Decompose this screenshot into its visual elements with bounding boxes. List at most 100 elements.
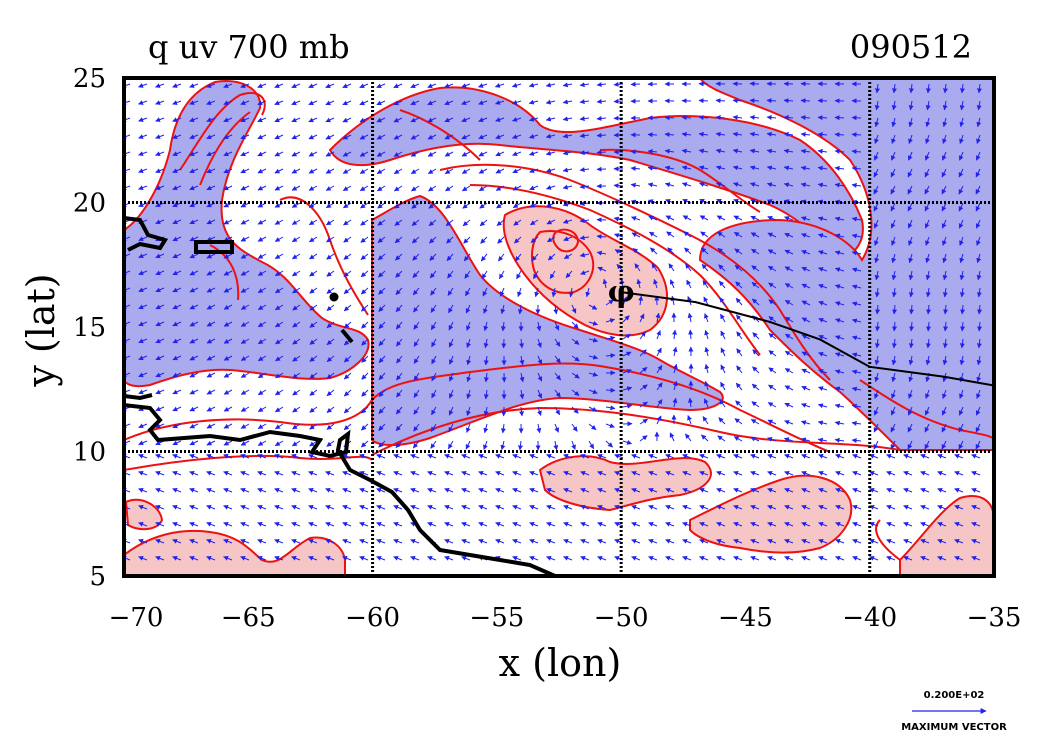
wind-vector (257, 185, 267, 191)
wind-vector (359, 539, 369, 544)
wind-vector (308, 134, 318, 140)
wind-vector (495, 522, 505, 527)
wind-vector (240, 270, 250, 276)
wind-vector (605, 299, 614, 306)
wind-vector (639, 313, 645, 323)
wind-vector (647, 149, 658, 154)
wind-vector (376, 505, 386, 510)
wind-vector (240, 522, 250, 527)
wind-vector (465, 287, 471, 297)
wind-vector (206, 406, 216, 412)
wind-vector (461, 134, 471, 140)
wind-vector (580, 270, 590, 275)
wind-vector (189, 287, 199, 293)
wind-vector (223, 83, 233, 88)
wind-vector (343, 270, 352, 277)
wind-vector (343, 372, 352, 380)
wind-vector (223, 406, 233, 412)
wind-vector (580, 471, 590, 476)
wind-vector (580, 556, 590, 561)
wind-vector (444, 454, 454, 459)
wind-vector (138, 321, 148, 327)
wind-vector (568, 287, 574, 298)
wind-vector (512, 185, 522, 191)
wind-vector (410, 488, 420, 493)
wind-vector (223, 338, 233, 344)
contour-line (399, 109, 481, 161)
wind-vector (596, 115, 607, 121)
wind-vector (361, 321, 369, 329)
wind-vector (545, 99, 556, 105)
wind-vector (274, 389, 284, 396)
wind-vector (447, 440, 454, 450)
wind-vector (639, 435, 648, 442)
wind-vector (395, 253, 403, 261)
wind-vector (656, 399, 663, 408)
wind-vector (430, 287, 437, 296)
wind-vector (223, 522, 233, 527)
wind-vector (444, 83, 454, 88)
wind-vector (343, 287, 352, 295)
wind-vector (512, 454, 522, 459)
wind-vector (155, 304, 165, 310)
wind-vector (206, 253, 216, 259)
wind-vector (189, 219, 199, 225)
wind-vector (155, 539, 165, 544)
wind-vector (325, 134, 335, 140)
wind-vector (274, 168, 284, 174)
wind-vector (189, 236, 199, 242)
wind-vector (393, 556, 403, 561)
wind-vector (172, 522, 182, 527)
wind-vector (292, 304, 301, 311)
wind-vector (206, 556, 216, 561)
wind-vector (639, 384, 648, 391)
wind-vector (512, 556, 522, 561)
wind-vector (413, 372, 420, 381)
wind-vector (189, 355, 199, 361)
wind-vector (377, 253, 386, 261)
wind-vector (529, 185, 539, 191)
wind-vector (309, 440, 318, 447)
wind-vector (549, 270, 556, 280)
x-tick-label: −45 (718, 603, 773, 633)
wind-vector (483, 321, 489, 332)
wind-vector (534, 287, 540, 298)
wind-vector (529, 471, 539, 476)
wind-vector (240, 321, 250, 327)
wind-vector (605, 423, 615, 428)
wind-vector (571, 304, 577, 314)
wind-vector (308, 539, 318, 544)
wind-vector (478, 454, 488, 459)
wind-vector (291, 134, 301, 140)
wind-vector (588, 406, 598, 412)
wind-vector (360, 270, 369, 278)
wind-vector (376, 134, 386, 140)
wind-vector (545, 167, 556, 173)
wind-vector (536, 423, 542, 434)
wind-vector (430, 423, 437, 433)
wind-vector (500, 321, 506, 332)
wind-vector (257, 219, 267, 225)
wind-vector (653, 278, 658, 289)
wind-vector (580, 488, 590, 493)
wind-vector (343, 423, 352, 431)
wind-vector (537, 406, 542, 416)
wind-vector (563, 454, 573, 459)
wind-vector (308, 100, 318, 106)
wind-vector (605, 318, 616, 324)
wind-vector (378, 304, 386, 312)
wind-vector (240, 287, 250, 293)
wind-vector (410, 151, 420, 157)
wind-vector (138, 287, 148, 293)
wind-vector (359, 134, 369, 140)
wind-vector (478, 100, 488, 105)
wind-vector (448, 406, 454, 416)
wind-vector (343, 355, 352, 363)
wind-vector (639, 401, 648, 408)
wind-vector (138, 389, 148, 395)
wind-vector (206, 471, 216, 476)
wind-vector (172, 117, 182, 122)
wind-vector (189, 270, 199, 276)
wind-vector (189, 100, 199, 105)
wind-vector (274, 539, 284, 544)
